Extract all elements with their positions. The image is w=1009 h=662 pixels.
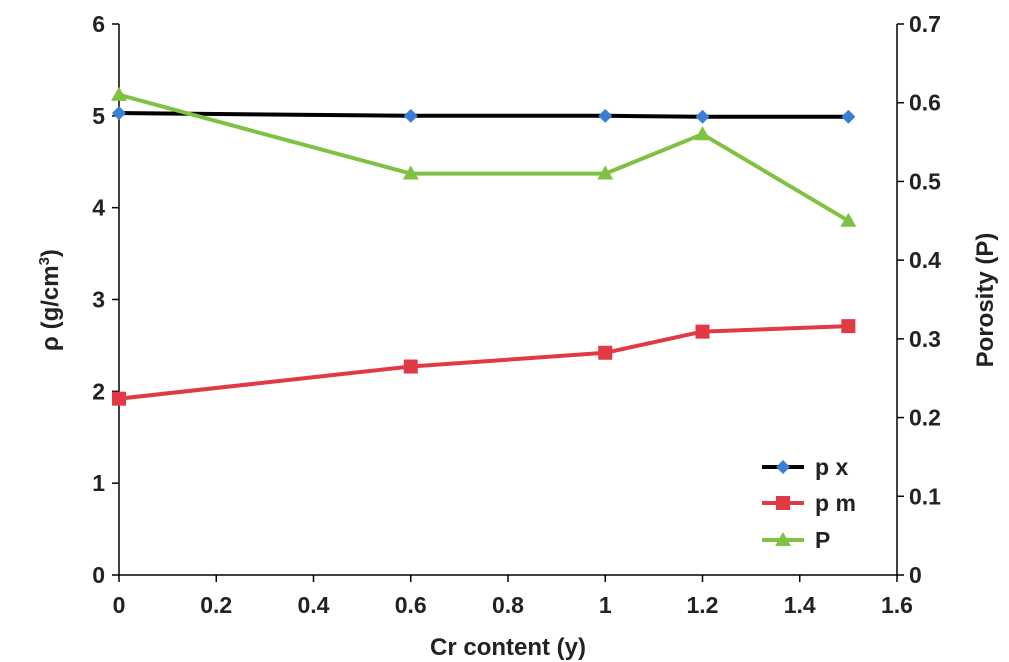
legend-marker-porosity bbox=[775, 532, 791, 546]
data-point-pm bbox=[403, 359, 418, 374]
left-y-tick-label: 1 bbox=[92, 470, 105, 496]
legend-item-px: p x bbox=[762, 454, 848, 480]
right-y-tick-label: 0.4 bbox=[909, 247, 941, 273]
x-tick-label: 1 bbox=[599, 592, 612, 618]
x-tick-label: 0.8 bbox=[492, 592, 524, 618]
series-lines bbox=[118, 92, 850, 401]
data-point-porosity bbox=[111, 86, 127, 101]
right-y-tick-label: 0 bbox=[909, 562, 922, 588]
series-line-pm bbox=[118, 324, 849, 401]
left-y-tick-label: 3 bbox=[92, 287, 105, 313]
axes bbox=[118, 24, 898, 576]
legend-marker-px bbox=[776, 460, 790, 474]
legend-item-pm: p m bbox=[762, 490, 856, 516]
legend-marker-pm bbox=[776, 496, 790, 510]
right-y-axis-title: Porosity (P) bbox=[972, 233, 999, 368]
data-point-pm bbox=[112, 391, 126, 406]
data-point-px bbox=[695, 109, 710, 124]
x-tick-label: 0.6 bbox=[395, 592, 427, 618]
data-point-px bbox=[112, 106, 126, 121]
data-point-px bbox=[841, 109, 856, 124]
legend-label-pm: p m bbox=[815, 490, 856, 516]
x-tick-label: 1.2 bbox=[687, 592, 719, 618]
data-point-pm bbox=[695, 324, 710, 339]
right-y-tick-label: 0.6 bbox=[909, 90, 941, 116]
data-point-porosity bbox=[840, 212, 857, 227]
right-y-tick-label: 0.5 bbox=[909, 168, 941, 194]
left-y-axis-title-end: ) bbox=[37, 249, 64, 257]
x-tick-label: 0 bbox=[113, 592, 126, 618]
data-point-pm bbox=[841, 319, 856, 334]
x-tick-label: 1.4 bbox=[784, 592, 816, 618]
left-y-tick-label: 4 bbox=[92, 195, 105, 221]
right-y-tick-label: 0.2 bbox=[909, 405, 941, 431]
x-tick-label: 0.2 bbox=[200, 592, 232, 618]
data-point-pm bbox=[598, 345, 613, 360]
left-y-axis-title-main: ρ (g/cm bbox=[37, 265, 64, 351]
left-y-tick-label: 5 bbox=[92, 103, 105, 129]
series-markers bbox=[111, 86, 857, 406]
data-point-px bbox=[403, 108, 418, 123]
legend: p x p m P bbox=[762, 454, 856, 553]
legend-label-px: p x bbox=[815, 454, 848, 480]
right-y-tick-label: 0.3 bbox=[909, 326, 941, 352]
legend-item-porosity: P bbox=[762, 527, 830, 553]
left-y-axis-title-sup: 3 bbox=[36, 257, 53, 265]
data-point-porosity bbox=[597, 165, 614, 180]
data-point-porosity bbox=[694, 126, 711, 141]
left-y-axis-title: ρ (g/cm3) bbox=[36, 249, 64, 351]
series-line-px bbox=[118, 111, 849, 119]
right-y-tick-label: 0.7 bbox=[909, 11, 941, 37]
right-y-tick-label: 0.1 bbox=[909, 483, 941, 509]
left-y-tick-label: 6 bbox=[92, 11, 105, 37]
data-point-porosity bbox=[402, 165, 419, 180]
left-y-tick-label: 0 bbox=[92, 562, 105, 588]
x-axis-title: Cr content (y) bbox=[430, 634, 586, 661]
legend-label-porosity: P bbox=[815, 527, 830, 553]
left-y-tick-label: 2 bbox=[92, 378, 105, 404]
data-point-px bbox=[598, 108, 613, 123]
tick-labels: 0 0.2 0.4 0.6 0.8 1 1.2 1.4 1.6 0 1 2 3 4 5 6 0 0.1 0.2 0.3… bbox=[92, 11, 941, 618]
x-tick-label: 1.6 bbox=[881, 592, 913, 618]
x-tick-label: 0.4 bbox=[298, 592, 330, 618]
